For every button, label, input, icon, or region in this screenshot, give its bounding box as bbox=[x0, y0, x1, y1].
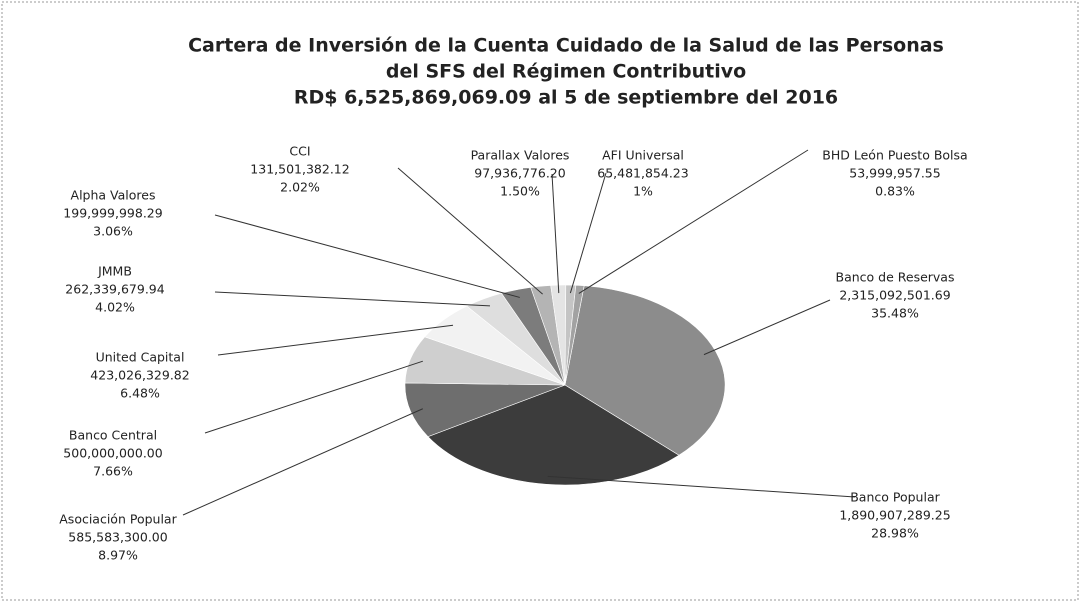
chart-title: Cartera de Inversión de la Cuenta Cuidad… bbox=[188, 35, 944, 57]
slice-percent: 8.97% bbox=[98, 548, 138, 563]
slice-value: 423,026,329.82 bbox=[90, 368, 189, 383]
slice-value: 199,999,998.29 bbox=[63, 206, 162, 221]
slice-label: Parallax Valores bbox=[471, 148, 570, 163]
slice-value: 2,315,092,501.69 bbox=[839, 288, 950, 303]
slice-label: JMMB bbox=[97, 264, 132, 279]
slice-label: BHD León Puesto Bolsa bbox=[822, 148, 967, 163]
leader-line bbox=[547, 475, 856, 498]
slice-value: 65,481,854.23 bbox=[597, 166, 688, 181]
slice-label: Banco Popular bbox=[850, 490, 940, 505]
slice-value: 53,999,957.55 bbox=[849, 166, 940, 181]
pie-slice bbox=[427, 384, 680, 486]
slice-label: Alpha Valores bbox=[71, 188, 156, 203]
leader-line bbox=[182, 408, 423, 516]
leader-line bbox=[703, 299, 831, 356]
slice-percent: 2.02% bbox=[280, 180, 320, 195]
chart-title: RD$ 6,525,869,069.09 al 5 de septiembre … bbox=[294, 87, 838, 109]
slice-percent: 1.50% bbox=[500, 184, 540, 199]
slice-label: CCI bbox=[289, 144, 310, 159]
leader-line bbox=[217, 324, 454, 356]
slice-value: 1,890,907,289.25 bbox=[839, 508, 950, 523]
pie-slice bbox=[404, 382, 566, 438]
slice-value: 97,936,776.20 bbox=[474, 166, 565, 181]
slice-label: Banco de Reservas bbox=[836, 270, 955, 285]
slice-percent: 35.48% bbox=[871, 306, 919, 321]
slice-percent: 4.02% bbox=[95, 300, 135, 315]
slice-value: 262,339,679.94 bbox=[65, 282, 164, 297]
slice-percent: 7.66% bbox=[93, 464, 133, 479]
leader-line bbox=[551, 173, 560, 294]
slice-label: Asociación Popular bbox=[59, 512, 177, 527]
slice-percent: 3.06% bbox=[93, 224, 133, 239]
slice-percent: 0.83% bbox=[875, 184, 915, 199]
leader-line bbox=[214, 291, 491, 307]
leader-line bbox=[569, 172, 607, 294]
slice-percent: 28.98% bbox=[871, 526, 919, 541]
leader-line bbox=[578, 149, 809, 294]
slice-label: Banco Central bbox=[69, 428, 157, 443]
leader-line bbox=[204, 360, 423, 434]
slice-percent: 6.48% bbox=[120, 386, 160, 401]
chart-title: del SFS del Régimen Contributivo bbox=[386, 61, 746, 83]
slice-value: 585,583,300.00 bbox=[68, 530, 167, 545]
slice-label: United Capital bbox=[96, 350, 185, 365]
pie-slice bbox=[564, 284, 585, 386]
slice-label: AFI Universal bbox=[602, 148, 684, 163]
slice-value: 500,000,000.00 bbox=[63, 446, 162, 461]
leader-line bbox=[214, 214, 520, 298]
pie-slice bbox=[564, 285, 726, 456]
slice-percent: 1% bbox=[633, 184, 653, 199]
leader-line bbox=[397, 167, 543, 295]
slice-value: 131,501,382.12 bbox=[250, 162, 349, 177]
